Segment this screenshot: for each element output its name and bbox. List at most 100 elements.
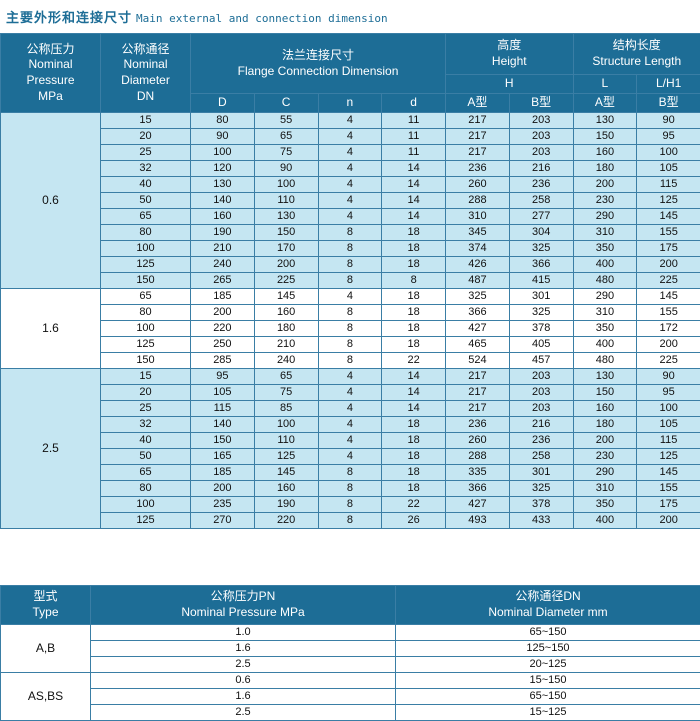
data-cell: 18 xyxy=(382,321,446,337)
data-cell: 265 xyxy=(191,273,255,289)
data-cell: 301 xyxy=(509,465,573,481)
data-cell: 433 xyxy=(509,513,573,529)
data-cell: 8 xyxy=(318,497,382,513)
data-cell: 4 xyxy=(318,401,382,417)
header-d-major: D xyxy=(191,94,255,113)
data-cell: 350 xyxy=(573,497,637,513)
data-cell: 120 xyxy=(191,161,255,177)
data-cell: 26 xyxy=(382,513,446,529)
data-cell: 240 xyxy=(254,353,318,369)
header-l: L xyxy=(573,75,637,94)
data-cell: 75 xyxy=(254,385,318,401)
data-cell: 1.0 xyxy=(91,625,396,641)
data-cell: 65~150 xyxy=(396,625,700,641)
data-cell: 4 xyxy=(318,145,382,161)
data-cell: 115 xyxy=(637,177,700,193)
data-cell: 80 xyxy=(101,225,191,241)
data-cell: 216 xyxy=(509,417,573,433)
data-cell: 240 xyxy=(191,257,255,273)
header-n: n xyxy=(318,94,382,113)
data-cell: 217 xyxy=(446,113,510,129)
data-cell: 125 xyxy=(254,449,318,465)
data-cell: 258 xyxy=(509,193,573,209)
data-cell: 366 xyxy=(509,257,573,273)
data-cell: 203 xyxy=(509,401,573,417)
data-cell: 203 xyxy=(509,113,573,129)
data-cell: 225 xyxy=(637,273,700,289)
data-cell: 200 xyxy=(254,257,318,273)
data-cell: 15 xyxy=(101,113,191,129)
data-cell: 350 xyxy=(573,321,637,337)
pressure-group-cell: 2.5 xyxy=(1,369,101,529)
data-cell: 14 xyxy=(382,385,446,401)
data-cell: 65 xyxy=(101,465,191,481)
data-cell: 217 xyxy=(446,369,510,385)
data-cell: 175 xyxy=(637,497,700,513)
data-cell: 125 xyxy=(101,513,191,529)
data-cell: 140 xyxy=(191,417,255,433)
data-cell: 14 xyxy=(382,369,446,385)
data-cell: 457 xyxy=(509,353,573,369)
header-length-type-b: B型 xyxy=(637,94,700,113)
data-cell: 427 xyxy=(446,497,510,513)
data-cell: 277 xyxy=(509,209,573,225)
data-cell: 310 xyxy=(573,305,637,321)
data-cell: 190 xyxy=(191,225,255,241)
data-cell: 217 xyxy=(446,385,510,401)
data-cell: 200 xyxy=(637,257,700,273)
data-cell: 310 xyxy=(573,481,637,497)
data-cell: 130 xyxy=(191,177,255,193)
data-cell: 4 xyxy=(318,209,382,225)
data-cell: 480 xyxy=(573,353,637,369)
data-cell: 65 xyxy=(101,209,191,225)
data-cell: 8 xyxy=(318,273,382,289)
data-cell: 258 xyxy=(509,449,573,465)
data-cell: 190 xyxy=(254,497,318,513)
data-cell: 0.6 xyxy=(91,673,396,689)
data-cell: 8 xyxy=(382,273,446,289)
data-cell: 288 xyxy=(446,193,510,209)
data-cell: 65 xyxy=(101,289,191,305)
data-cell: 155 xyxy=(637,305,700,321)
data-cell: 288 xyxy=(446,449,510,465)
data-cell: 150 xyxy=(191,433,255,449)
data-cell: 200 xyxy=(573,177,637,193)
header-flange-connection: 法兰连接尺寸 Flange Connection Dimension xyxy=(191,34,446,94)
data-cell: 18 xyxy=(382,465,446,481)
data-cell: 260 xyxy=(446,433,510,449)
data-cell: 145 xyxy=(254,465,318,481)
data-cell: 493 xyxy=(446,513,510,529)
data-cell: 4 xyxy=(318,369,382,385)
header-c: C xyxy=(254,94,318,113)
data-cell: 4 xyxy=(318,161,382,177)
data-cell: 125 xyxy=(637,193,700,209)
data-cell: 426 xyxy=(446,257,510,273)
data-cell: 203 xyxy=(509,129,573,145)
data-cell: 185 xyxy=(191,465,255,481)
data-cell: 18 xyxy=(382,337,446,353)
data-cell: 200 xyxy=(191,305,255,321)
data-cell: 11 xyxy=(382,113,446,129)
data-cell: 15 xyxy=(101,369,191,385)
data-cell: 90 xyxy=(191,129,255,145)
data-cell: 15~125 xyxy=(396,705,700,721)
spacer xyxy=(0,529,700,585)
header-height-type-b: B型 xyxy=(509,94,573,113)
data-cell: 8 xyxy=(318,305,382,321)
data-cell: 18 xyxy=(382,257,446,273)
data-cell: 350 xyxy=(573,241,637,257)
data-cell: 14 xyxy=(382,177,446,193)
